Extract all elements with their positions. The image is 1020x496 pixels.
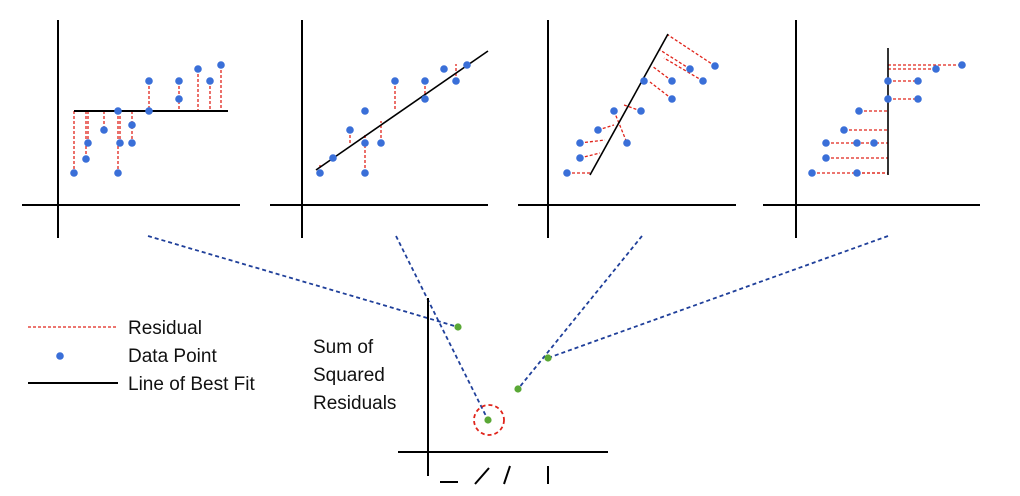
sse-point-1	[454, 323, 462, 331]
sse-point-4	[544, 354, 552, 362]
panel-4-data-points	[808, 61, 966, 177]
legend-residual-label: Residual	[128, 318, 202, 339]
panel-good-fit	[270, 20, 489, 238]
panel-horizontal-fit	[22, 20, 240, 238]
sse-label-line-1: Sum of	[313, 337, 374, 358]
panel-3-data-points	[563, 62, 719, 177]
panel-3-fit-line	[589, 33, 669, 176]
sse-points	[454, 323, 552, 424]
panel-1-data-points	[70, 61, 225, 177]
panel-vertical-fit	[763, 20, 980, 238]
panel-2-residuals	[319, 64, 457, 173]
panel-2-data-points	[316, 61, 471, 177]
legend-data-point-label: Data Point	[128, 346, 217, 367]
panel-steep-fit	[518, 20, 736, 238]
panel-4-residuals	[812, 64, 962, 174]
sse-axis-label: Sum of Squared Residuals	[313, 337, 396, 414]
minimum-highlight-circle	[473, 404, 505, 436]
panel-3-residuals	[567, 34, 716, 174]
legend-fit-line-label: Line of Best Fit	[128, 374, 255, 395]
panel-2-fit-line	[315, 50, 489, 171]
sse-point-2	[484, 416, 492, 424]
connector-panel-2	[395, 235, 489, 421]
slope-steep-glyph	[503, 465, 511, 485]
legend-data-point-swatch	[56, 352, 64, 360]
connector-panel-3	[517, 235, 643, 390]
slope-glyphs	[440, 465, 549, 485]
slope-moderate-glyph	[474, 467, 490, 485]
sse-label-line-2: Squared	[313, 365, 385, 386]
connector-panel-4	[547, 235, 889, 359]
legend: Residual Data Point Line of Best Fit	[28, 318, 255, 395]
sse-label-line-3: Residuals	[313, 393, 396, 414]
connector-panel-1	[147, 235, 459, 328]
connector-lines	[147, 235, 889, 421]
sse-plot: Sum of Squared Residuals	[313, 298, 608, 485]
sse-point-3	[514, 385, 522, 393]
